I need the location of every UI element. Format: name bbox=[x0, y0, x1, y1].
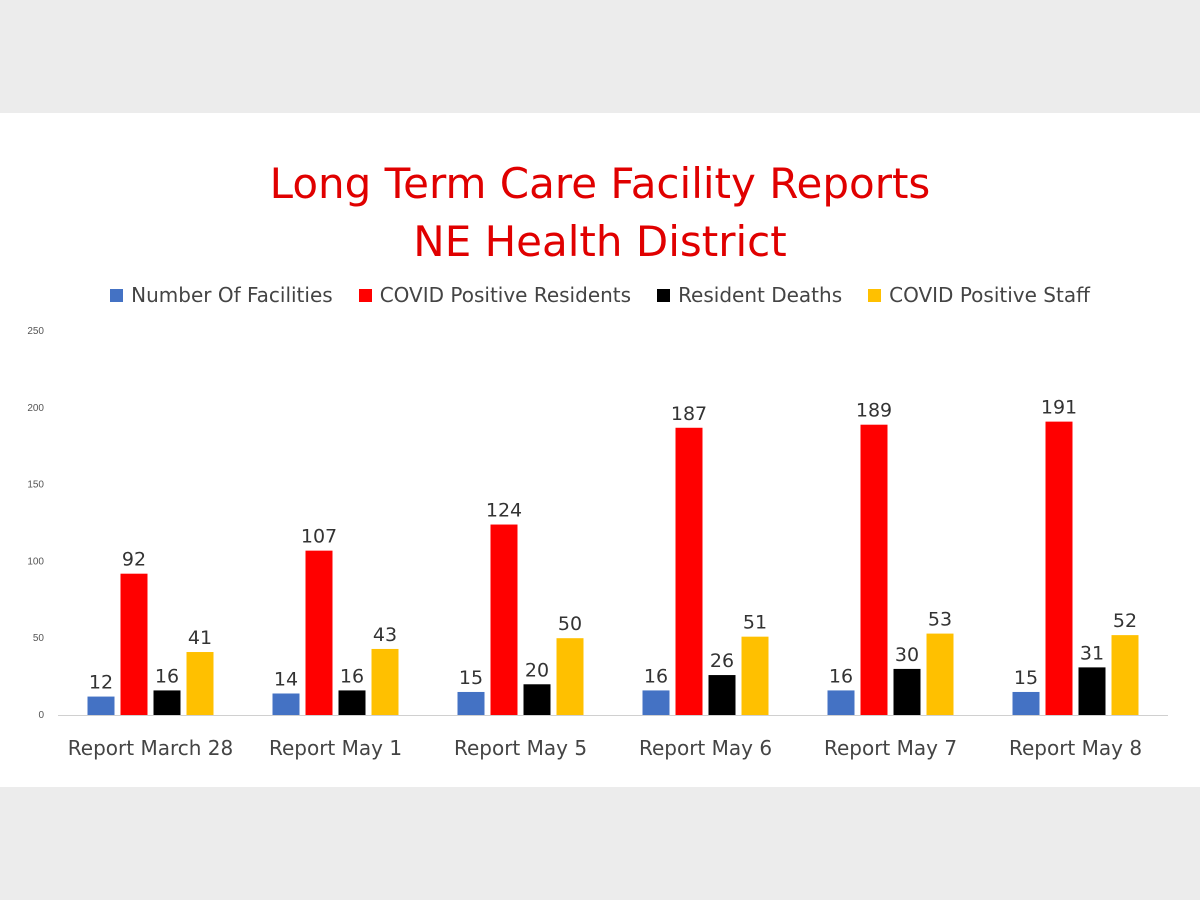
legend-swatch-positive-residents bbox=[358, 288, 372, 302]
bar bbox=[642, 690, 670, 715]
chart-card: Long Term Care Facility Reports NE Healt… bbox=[0, 113, 1200, 787]
data-label: 16 bbox=[340, 665, 364, 687]
legend-swatch-facilities bbox=[110, 288, 124, 302]
bar-chart-plot: 0 50 100 150 200 250 12 92 16 41 Report March 28 14… bbox=[27, 326, 1168, 760]
legend-item-facilities: Number Of Facilities bbox=[110, 283, 333, 307]
bar bbox=[523, 684, 551, 715]
bar bbox=[1045, 421, 1073, 715]
bar bbox=[186, 652, 214, 715]
data-label: 31 bbox=[1080, 642, 1104, 664]
bar bbox=[675, 427, 703, 715]
y-tick-label: 200 bbox=[27, 403, 44, 414]
bar bbox=[926, 633, 954, 715]
bar bbox=[827, 690, 855, 715]
bar bbox=[153, 690, 181, 715]
data-label: 51 bbox=[743, 612, 767, 634]
data-label: 43 bbox=[373, 624, 397, 646]
y-tick-label: 250 bbox=[27, 326, 44, 337]
bar bbox=[338, 690, 366, 715]
bar bbox=[556, 638, 584, 715]
bar bbox=[371, 648, 399, 715]
y-tick-label: 150 bbox=[27, 480, 44, 491]
legend-item-positive-staff: COVID Positive Staff bbox=[868, 283, 1090, 307]
data-label: 30 bbox=[895, 644, 919, 666]
category-label: Report March 28 bbox=[68, 736, 233, 760]
bar bbox=[457, 691, 485, 715]
data-label: 41 bbox=[188, 627, 212, 649]
legend-label-facilities: Number Of Facilities bbox=[131, 283, 333, 307]
bar bbox=[893, 668, 921, 715]
y-tick-label: 50 bbox=[33, 633, 45, 644]
data-label: 20 bbox=[525, 659, 549, 681]
legend-swatch-positive-staff bbox=[868, 288, 882, 302]
y-tick-label: 0 bbox=[38, 710, 44, 721]
legend-item-resident-deaths: Resident Deaths bbox=[657, 283, 842, 307]
bar bbox=[87, 696, 115, 715]
data-label: 16 bbox=[829, 665, 853, 687]
bar bbox=[305, 550, 333, 715]
data-label: 107 bbox=[301, 526, 337, 548]
data-label: 92 bbox=[122, 549, 146, 571]
data-label: 124 bbox=[486, 500, 522, 522]
bar bbox=[1078, 667, 1106, 715]
data-label: 191 bbox=[1041, 397, 1077, 419]
bar bbox=[741, 636, 769, 715]
data-label: 15 bbox=[1014, 667, 1038, 689]
legend-item-positive-residents: COVID Positive Residents bbox=[358, 283, 632, 307]
bar bbox=[1111, 635, 1139, 715]
category-label: Report May 8 bbox=[1009, 736, 1142, 760]
bar bbox=[860, 424, 888, 715]
bar bbox=[490, 524, 518, 715]
data-label: 14 bbox=[274, 668, 298, 690]
legend-label-resident-deaths: Resident Deaths bbox=[678, 283, 843, 307]
category-label: Report May 6 bbox=[639, 736, 772, 760]
category-label: Report May 1 bbox=[269, 736, 402, 760]
legend: Number Of Facilities COVID Positive Resi… bbox=[0, 283, 1200, 307]
category-label: Report May 5 bbox=[454, 736, 587, 760]
category-label: Report May 7 bbox=[824, 736, 957, 760]
chart-title: Long Term Care Facility Reports NE Healt… bbox=[0, 155, 1200, 271]
data-label: 189 bbox=[856, 400, 892, 422]
legend-label-positive-residents: COVID Positive Residents bbox=[379, 283, 632, 307]
data-label: 26 bbox=[710, 650, 734, 672]
bar bbox=[1012, 691, 1040, 715]
data-label: 15 bbox=[459, 667, 483, 689]
data-label: 53 bbox=[928, 609, 952, 631]
legend-swatch-resident-deaths bbox=[657, 288, 671, 302]
data-label: 12 bbox=[89, 672, 113, 694]
data-label: 16 bbox=[155, 665, 179, 687]
chart-title-line-2: NE Health District bbox=[413, 217, 787, 266]
bar bbox=[120, 573, 148, 715]
legend-label-positive-staff: COVID Positive Staff bbox=[889, 283, 1090, 307]
data-label: 52 bbox=[1113, 610, 1137, 632]
bar bbox=[272, 693, 300, 715]
data-label: 50 bbox=[558, 613, 582, 635]
data-label: 16 bbox=[644, 665, 668, 687]
bar bbox=[708, 675, 736, 715]
chart-title-line-1: Long Term Care Facility Reports bbox=[269, 159, 931, 208]
data-label: 187 bbox=[671, 403, 707, 425]
y-tick-label: 100 bbox=[27, 556, 44, 567]
